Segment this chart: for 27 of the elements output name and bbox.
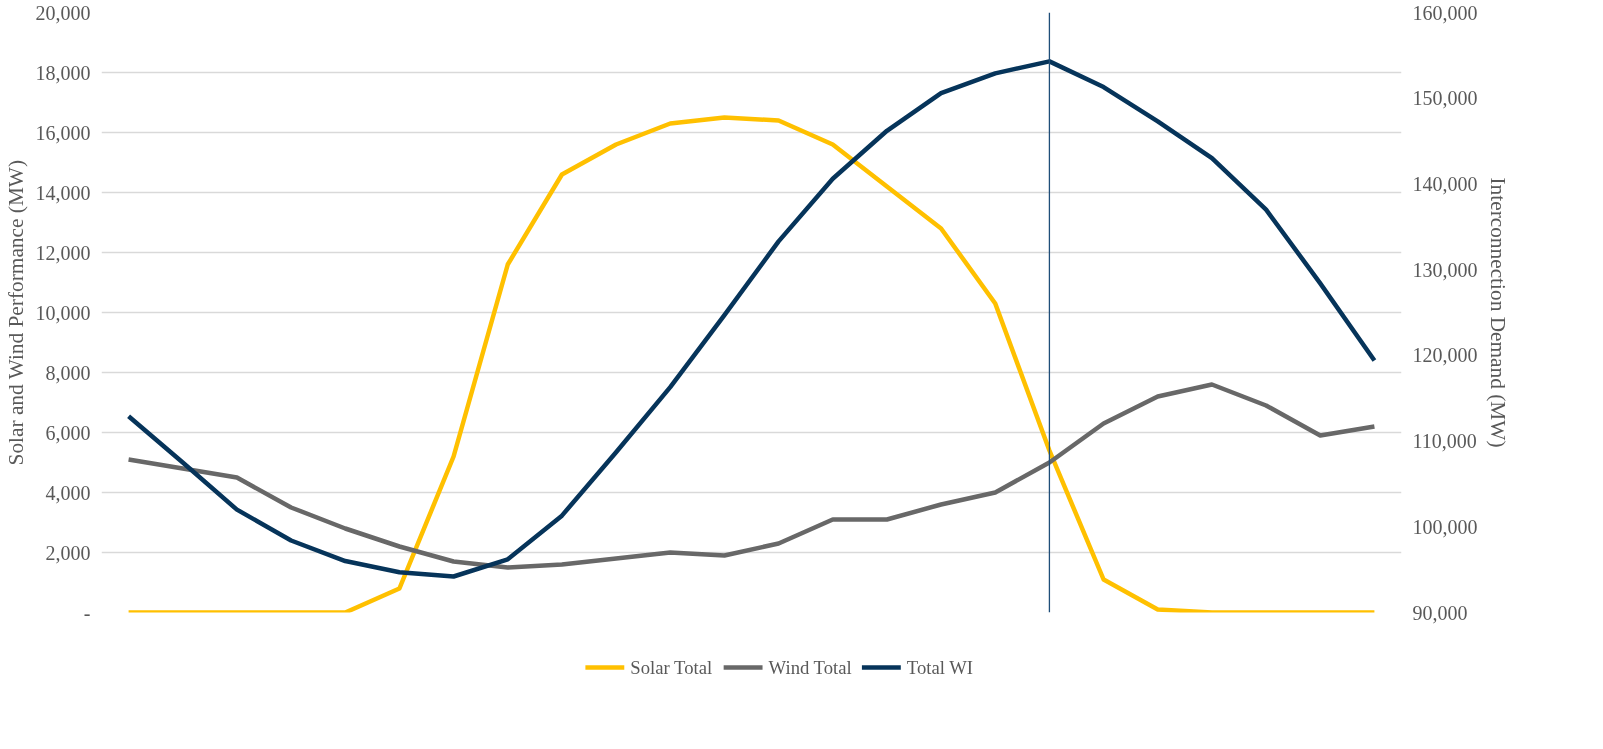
y-tick-label: 20,000 — [35, 1, 91, 24]
y2-tick-label: 140,000 — [1412, 172, 1478, 195]
line-series — [126, 115, 1377, 613]
legend-label: Solar Total — [630, 657, 713, 678]
y-tick-label: 16,000 — [35, 121, 91, 144]
y-tick-label: 18,000 — [35, 61, 91, 84]
line-series — [126, 382, 1377, 570]
line-series — [126, 59, 1377, 579]
y2-tick-label: 110,000 — [1412, 430, 1477, 453]
y2-tick-label: 120,000 — [1412, 344, 1478, 367]
y-tick-label: 2,000 — [45, 541, 91, 564]
y-tick-label: 12,000 — [35, 241, 91, 264]
y2-axis-title: Interconnection Demand (MW) — [1485, 177, 1510, 448]
y2-tick-label: 100,000 — [1412, 515, 1478, 538]
y-tick-label: 14,000 — [35, 181, 91, 204]
y-tick-label: 8,000 — [45, 361, 91, 384]
y-tick-label: - — [83, 601, 91, 624]
y2-tick-label: 160,000 — [1412, 1, 1478, 24]
y-tick-label: 6,000 — [45, 421, 91, 444]
y-tick-label: 10,000 — [35, 301, 91, 324]
y2-tick-label: 150,000 — [1412, 87, 1478, 110]
y-tick-label: 4,000 — [45, 481, 91, 504]
y-axis-title: Solar and Wind Performance (MW) — [3, 159, 28, 466]
y2-tick-label: 130,000 — [1412, 258, 1478, 281]
legend-label: Wind Total — [768, 657, 852, 678]
legend-label: Total WI — [906, 657, 974, 678]
y2-tick-label: 90,000 — [1412, 601, 1468, 624]
